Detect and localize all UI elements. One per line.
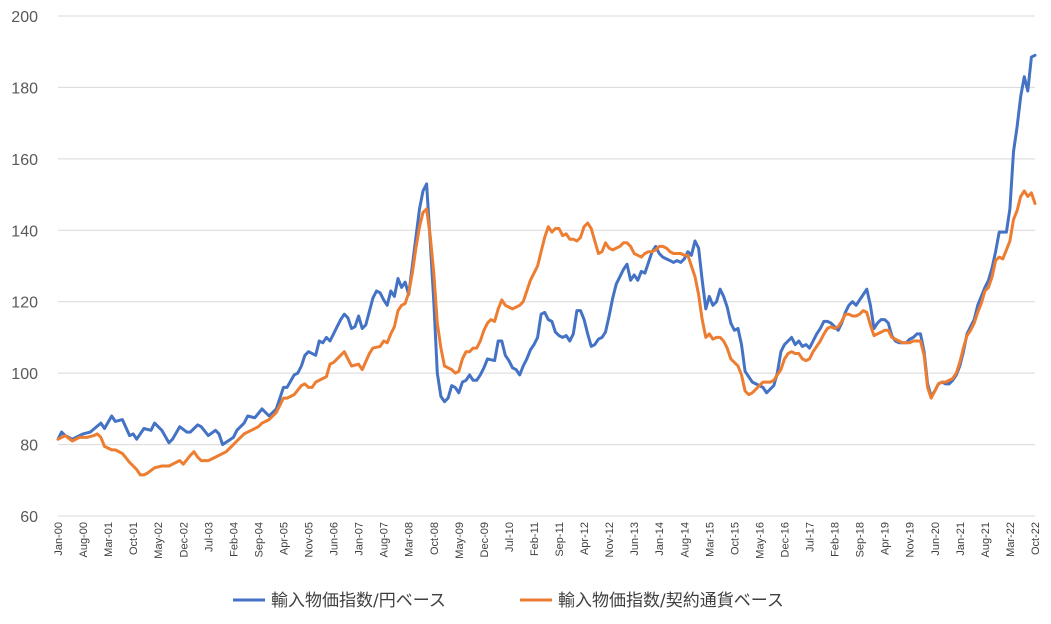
x-tick-label: Jun-20 [930,522,942,556]
x-tick-label: Feb-11 [529,522,541,556]
x-tick-label: Jul-17 [805,522,817,552]
x-tick-label: Jan-14 [654,522,666,556]
x-tick-label: Feb-18 [830,522,842,557]
x-tick-label: Apr-05 [279,522,291,555]
x-tick-label: Mar-08 [404,522,416,557]
x-tick-label: May-16 [754,522,766,559]
x-tick-label: Jan-21 [955,522,967,556]
x-tick-label: Nov-05 [304,522,316,557]
series-line-0 [56,53,1037,447]
x-tick-label: May-09 [454,522,466,559]
legend-item-contract-currency: 輸入物価指数/契約通貨ベース [520,591,784,611]
x-tick-label: Jun-13 [629,522,641,556]
x-tick-label: Mar-01 [103,522,115,557]
x-tick-label: May-02 [153,522,165,559]
y-tick-label: 80 [20,438,38,455]
x-tick-label: Aug-07 [379,522,391,557]
x-tick-label: Aug-00 [78,522,90,557]
x-tick-label: Sep-04 [253,522,265,557]
y-tick-label: 100 [11,366,38,383]
x-tick-label: Dec-16 [780,522,792,557]
y-tick-label: 180 [11,80,38,97]
series-lines [56,53,1037,477]
x-tick-label: Oct-08 [429,522,441,555]
x-tick-label: Jan-07 [354,522,366,556]
y-tick-label: 160 [11,152,38,169]
y-tick-label: 200 [11,9,38,26]
x-tick-label: Jul-03 [203,522,215,552]
x-tick-label: Jul-10 [504,522,516,552]
x-tick-label: Feb-04 [228,522,240,557]
x-tick-label: Nov-12 [604,522,616,557]
x-tick-label: Oct-01 [128,522,140,555]
y-tick-label: 120 [11,295,38,312]
x-axis-ticks: Jan-00 Aug-00 Mar-01 Oct-01 May-02 Dec-02 Jul-… [53,522,1042,559]
x-tick-label: Sep-18 [855,522,867,557]
x-tick-label: Aug-21 [980,522,992,557]
x-tick-label: Jan-00 [53,522,65,556]
gridlines [58,15,1035,517]
x-tick-label: Mar-15 [704,522,716,557]
legend: 輸入物価指数/円ベース 輸入物価指数/契約通貨ベース [233,591,784,611]
y-tick-label: 140 [11,223,38,240]
x-tick-label: Sep-11 [554,522,566,557]
x-tick-label: Oct-15 [729,522,741,555]
x-tick-label: Oct-22 [1030,522,1042,555]
series-line-1 [56,189,1037,477]
legend-label-contract-currency: 輸入物価指数/契約通貨ベース [558,591,784,611]
x-tick-label: Mar-22 [1005,522,1017,557]
x-tick-label: Dec-02 [178,522,190,557]
y-axis-ticks: 60 80 100 120 140 160 180 200 [11,9,38,526]
x-tick-label: Apr-12 [579,522,591,555]
x-tick-label: Dec-09 [479,522,491,557]
x-tick-label: Apr-19 [880,522,892,555]
x-tick-label: Aug-14 [679,522,691,557]
y-tick-label: 60 [20,509,38,526]
legend-item-yen: 輸入物価指数/円ベース [233,591,446,611]
legend-label-yen: 輸入物価指数/円ベース [271,591,446,611]
x-tick-label: Jun-06 [329,522,341,556]
x-tick-label: Nov-19 [905,522,917,557]
